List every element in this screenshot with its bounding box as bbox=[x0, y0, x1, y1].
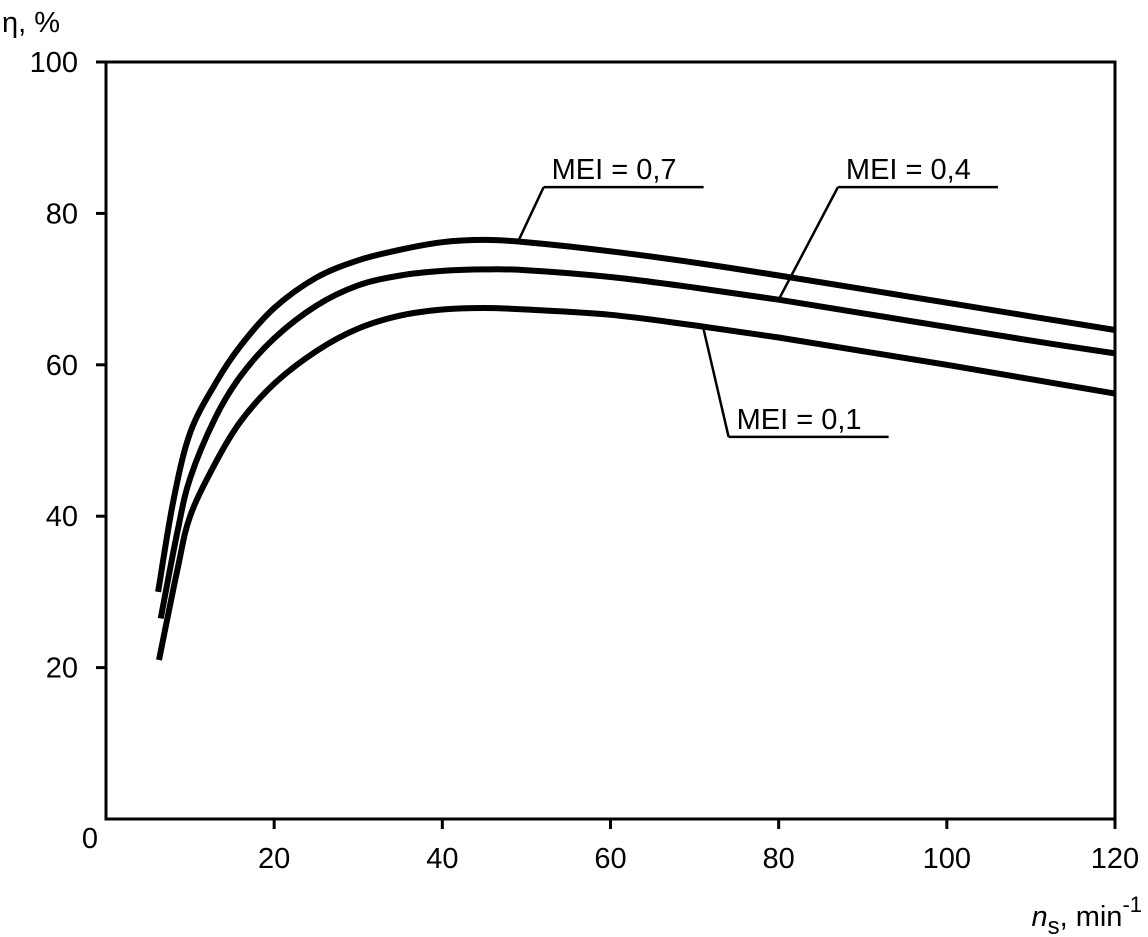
x-axis-title-sup: -1 bbox=[1122, 892, 1142, 917]
series-label-1: MEI = 0,4 bbox=[846, 154, 971, 186]
x-axis-title-unit: , min bbox=[1060, 901, 1123, 933]
series-line-1 bbox=[157, 266, 1116, 619]
y-tick-label: 100 bbox=[30, 47, 78, 79]
series-lines bbox=[155, 236, 1116, 661]
origin-label: 0 bbox=[82, 823, 98, 855]
series-annotations: MEI = 0,7 MEI = 0,4 MEI = 0,1 bbox=[516, 154, 998, 439]
y-tick-label: 20 bbox=[46, 653, 78, 685]
y-tick-label: 60 bbox=[46, 350, 78, 382]
series-leader-line-0 bbox=[516, 186, 545, 243]
x-axis-title: ns, min-1 bbox=[1031, 892, 1142, 937]
series-label-2: MEI = 0,1 bbox=[737, 404, 862, 436]
series-leader-line-1 bbox=[777, 186, 840, 301]
series-line-0 bbox=[155, 236, 1116, 593]
x-axis-title-base: n bbox=[1031, 901, 1047, 933]
series-label-0: MEI = 0,7 bbox=[552, 154, 677, 186]
axis-ticks: 20 40 60 80 100 20 40 60 80 100 120 bbox=[30, 47, 1140, 875]
x-tick-label: 20 bbox=[258, 843, 290, 875]
x-tick-label: 40 bbox=[426, 843, 458, 875]
y-tick-label: 40 bbox=[46, 501, 78, 533]
x-axis-title-sub: s bbox=[1048, 913, 1060, 937]
x-tick-label: 100 bbox=[923, 843, 971, 875]
y-tick-label: 80 bbox=[46, 198, 78, 230]
y-axis-title: η, % bbox=[2, 7, 60, 39]
series-line-2 bbox=[156, 305, 1116, 661]
x-tick-label: 120 bbox=[1091, 843, 1139, 875]
series-leader-line-2 bbox=[701, 326, 730, 438]
x-tick-label: 60 bbox=[594, 843, 626, 875]
x-tick-label: 80 bbox=[763, 843, 795, 875]
axis-labels: 0 η, % ns, min-1 bbox=[2, 7, 1142, 937]
